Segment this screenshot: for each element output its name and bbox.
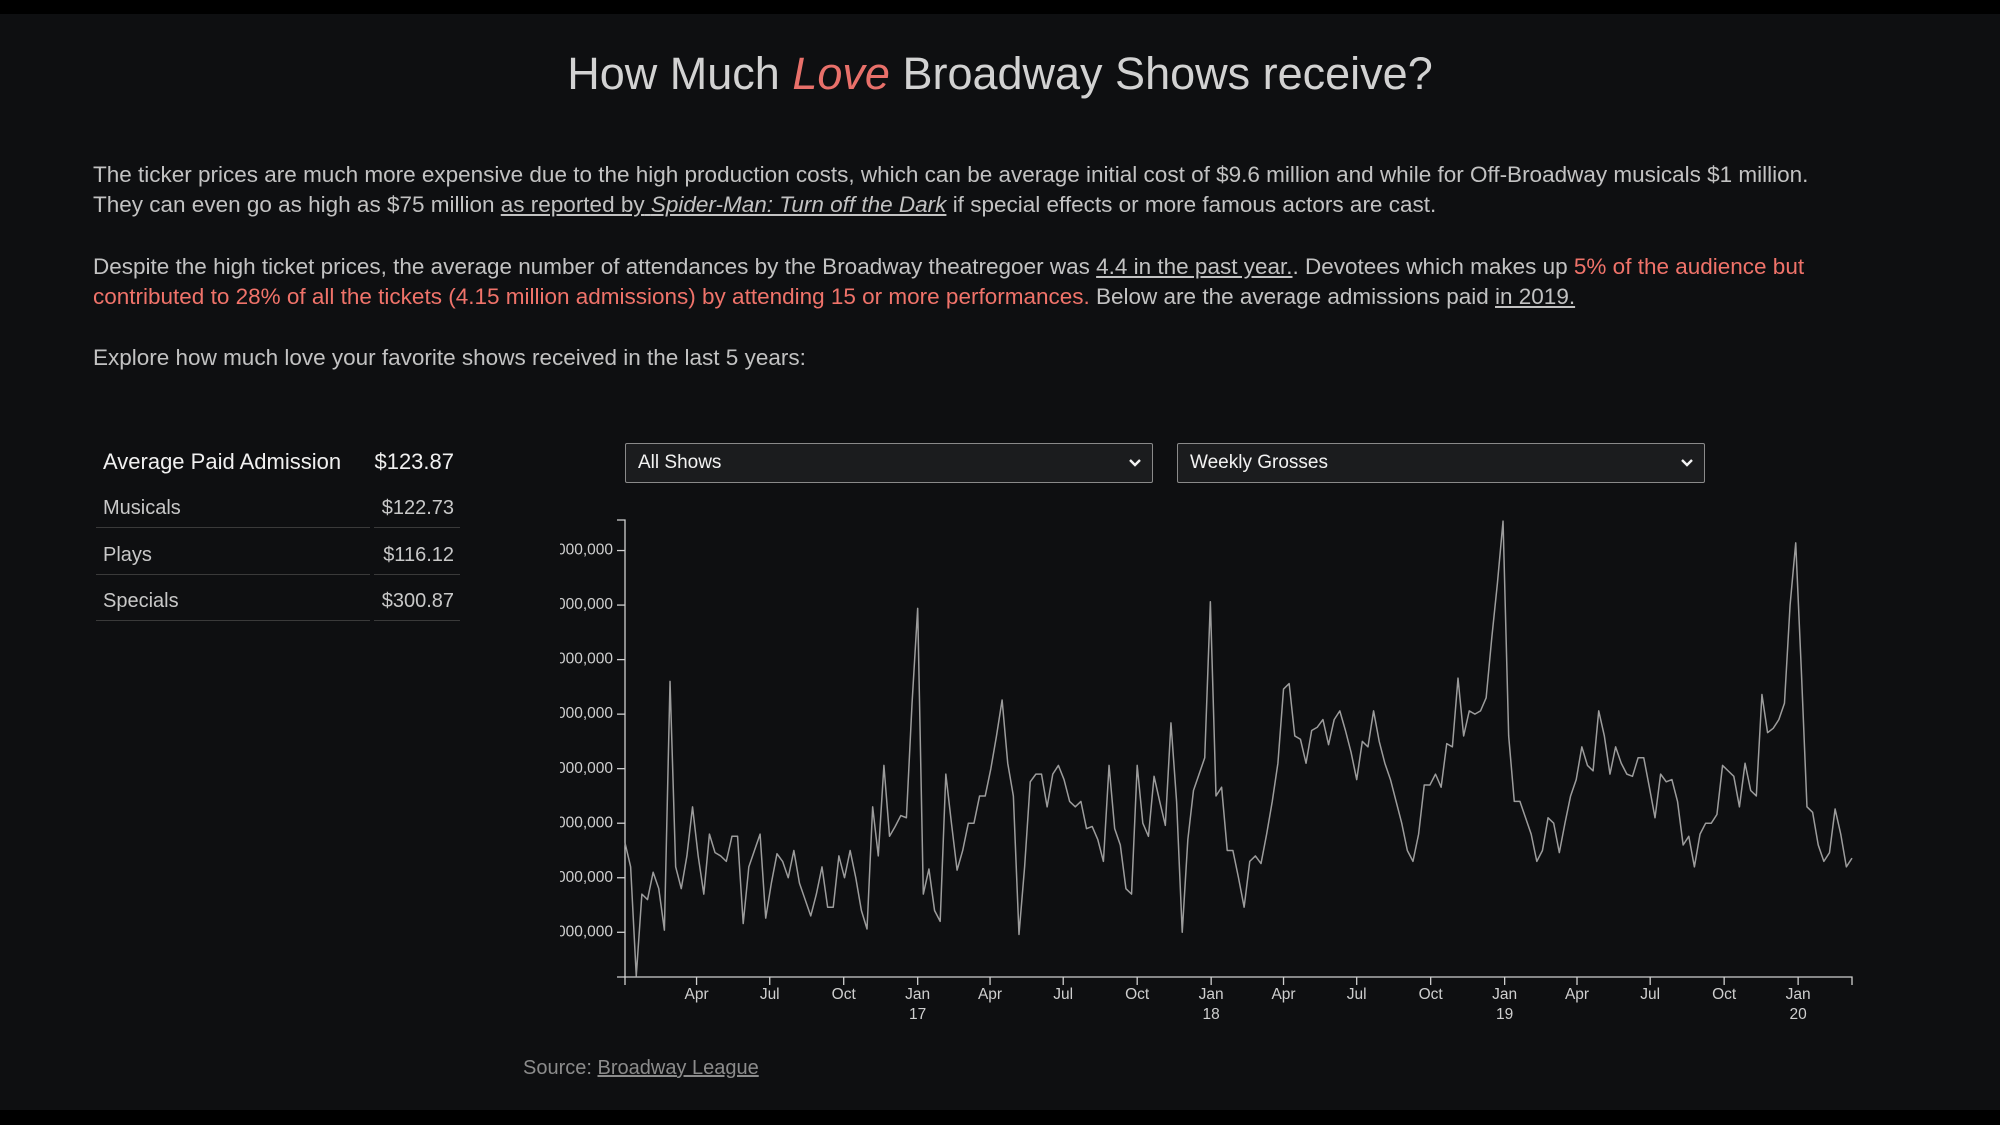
table-cell: $122.73 [374, 488, 460, 528]
page-title: How Much Love Broadway Shows receive? [0, 48, 2000, 100]
x-tick-label: Jul [1053, 986, 1073, 1003]
x-tick-year: 17 [909, 1006, 926, 1023]
y-tick-label: $45,000,000 [560, 651, 613, 668]
x-tick-label: Jan [905, 986, 930, 1003]
x-tick-label: Apr [684, 986, 708, 1003]
top-bar [0, 0, 2000, 14]
source: Source: Broadway League [523, 1057, 759, 1080]
text: if special effects or more famous actors… [952, 192, 1437, 217]
x-tick-label: Oct [1712, 986, 1737, 1003]
x-tick-label: Oct [832, 986, 857, 1003]
text: The ticker prices are much more expensiv… [93, 162, 1809, 187]
link-text[interactable]: as reported by [500, 192, 645, 217]
metric-select[interactable]: Weekly Grosses [1177, 443, 1705, 483]
paragraph-line: They can even go as high as $75 million … [93, 190, 1436, 220]
source-label: Source: [523, 1057, 592, 1079]
table-cell: Specials [96, 581, 370, 621]
text: Explore how much love your favorite show… [93, 345, 806, 370]
y-tick-label: $25,000,000 [560, 869, 613, 886]
x-tick-year: 20 [1790, 1006, 1808, 1023]
text: They can even go as high as $75 million [93, 192, 495, 217]
table-header: $123.87 [374, 449, 454, 474]
x-tick-year: 18 [1203, 1006, 1220, 1023]
x-tick-label: Jul [1347, 986, 1367, 1003]
table-cell: Plays [96, 535, 370, 575]
y-tick-label: $40,000,000 [560, 705, 613, 722]
paragraph-line: contributed to 28% of all the tickets (4… [93, 282, 1575, 312]
y-tick-label: $20,000,000 [560, 923, 613, 940]
text: Despite the high ticket prices, the aver… [93, 254, 1090, 279]
y-tick-label: $35,000,000 [560, 760, 613, 777]
link[interactable]: as reported by Spider-Man: Turn off the … [501, 192, 947, 217]
bottom-bar [0, 1110, 2000, 1125]
source-link[interactable]: Broadway League [597, 1057, 759, 1079]
x-tick-label: Jan [1492, 986, 1517, 1003]
select-value[interactable]: All Shows [638, 452, 722, 473]
table-cell: $300.87 [374, 581, 460, 621]
table-cell: Musicals [96, 488, 370, 528]
link[interactable]: 4.4 in the past year. [1096, 254, 1293, 279]
select-value[interactable]: Weekly Grosses [1190, 452, 1328, 473]
y-tick-label: $30,000,000 [560, 814, 613, 831]
title-text: Broadway Shows receive? [902, 48, 1433, 99]
x-tick-label: Jul [760, 986, 780, 1003]
title-text: How Much [567, 48, 780, 99]
x-tick-label: Oct [1125, 986, 1150, 1003]
highlight: 5% of the audience but [1573, 254, 1805, 279]
line [624, 520, 1853, 977]
highlight: contributed to 28% of all the tickets (4… [93, 284, 1090, 309]
chevron [1681, 459, 1693, 467]
x-tick-label: Jan [1199, 986, 1224, 1003]
chevron [1129, 459, 1141, 467]
y-tick-label: $55,000,000 [560, 542, 613, 559]
paragraph-line: Explore how much love your favorite show… [93, 343, 806, 373]
y-tick-label: $50,000,000 [560, 596, 613, 613]
x-tick-label: Oct [1419, 986, 1444, 1003]
x-tick-label: Apr [1271, 986, 1295, 1003]
show-select[interactable]: All Shows [625, 443, 1153, 483]
table-cell: $116.12 [374, 535, 460, 575]
title-emphasis: Love [792, 48, 890, 99]
x-tick-label: Jan [1786, 986, 1811, 1003]
paragraph-line: Despite the high ticket prices, the aver… [93, 252, 1804, 282]
x-tick-year: 19 [1496, 1006, 1513, 1023]
paragraph-line: The ticker prices are much more expensiv… [93, 160, 1808, 190]
y-axis [617, 519, 626, 978]
link-title[interactable]: Spider-Man: Turn off the Dark [650, 192, 947, 217]
x-tick-label: Apr [1565, 986, 1589, 1003]
chart: $20,000,000 $25,000,000 $30,000,000 $35,000… [560, 519, 1853, 1023]
table-header: Average Paid Admission [103, 449, 342, 474]
link[interactable]: in 2019. [1495, 284, 1576, 309]
text: Below are the average admissions paid [1096, 284, 1489, 309]
text: . Devotees which makes up [1292, 254, 1568, 279]
x-axis [624, 976, 1853, 985]
x-tick-label: Apr [978, 986, 1002, 1003]
x-tick-label: Jul [1640, 986, 1660, 1003]
